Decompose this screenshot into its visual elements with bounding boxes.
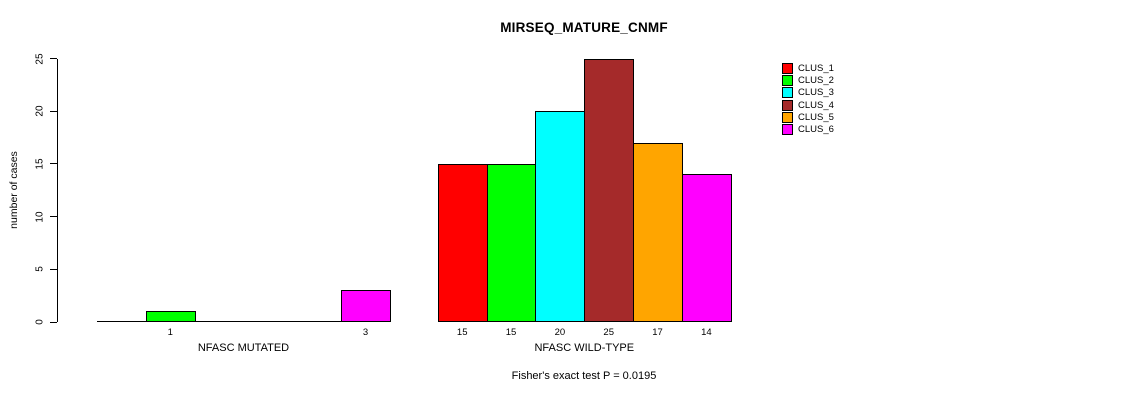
bar-clus_2	[486, 163, 537, 322]
y-axis-line	[57, 58, 58, 322]
y-axis-tick	[50, 268, 57, 270]
legend-swatch	[782, 124, 793, 136]
group-baseline	[97, 321, 390, 322]
bar-count-label: 25	[603, 326, 614, 338]
legend-item: CLUS_6	[782, 124, 834, 136]
legend: CLUS_1 CLUS_2 CLUS_3 CLUS_4 CLUS_5 CLUS_6	[782, 62, 834, 136]
bar-clus_2	[145, 311, 196, 322]
y-axis-tick	[50, 110, 57, 112]
bar-count-label: 15	[505, 326, 517, 338]
y-tick-label: 0	[34, 319, 46, 325]
legend-item: CLUS_2	[782, 74, 834, 87]
legend-label: CLUS_3	[798, 87, 834, 99]
legend-swatch	[782, 75, 793, 87]
stat-annotation: Fisher's exact test P = 0.0195	[511, 370, 657, 382]
bar-count-label: 14	[701, 326, 712, 338]
y-tick-label: 5	[34, 266, 46, 273]
legend-label: CLUS_5	[798, 112, 834, 124]
bar-count-label: 17	[652, 326, 663, 338]
y-axis-tick	[50, 216, 57, 218]
y-tick-label: 25	[34, 52, 46, 65]
group-label: NFASC WILD-TYPE	[534, 341, 635, 354]
y-axis-tick	[50, 321, 57, 323]
bar-clus_5	[633, 142, 683, 322]
legend-label: CLUS_1	[798, 62, 834, 74]
y-tick-label: 15	[34, 158, 46, 170]
bar-count-label: 3	[362, 326, 369, 338]
bar-count-label: 20	[554, 326, 566, 338]
bar-clus_1	[437, 163, 488, 322]
y-tick-label: 20	[34, 105, 46, 117]
bar-clus_6	[681, 174, 732, 322]
legend-item: CLUS_5	[782, 111, 834, 124]
chart-title: MIRSEQ_MATURE_CNMF	[500, 20, 668, 35]
legend-label: CLUS_4	[798, 99, 834, 111]
legend-swatch	[782, 87, 793, 99]
bar-clus_3	[535, 111, 586, 322]
group-label: NFASC MUTATED	[197, 341, 290, 354]
legend-swatch	[782, 62, 793, 74]
legend-item: CLUS_4	[782, 99, 834, 111]
legend-item: CLUS_3	[782, 87, 834, 99]
y-axis-tick	[50, 163, 57, 165]
legend-item: CLUS_1	[782, 62, 834, 74]
legend-swatch	[782, 99, 793, 111]
bar-clus_4	[584, 58, 635, 322]
y-tick-label: 10	[34, 211, 46, 223]
y-axis-title: number of cases	[8, 151, 20, 229]
bar-count-label: 1	[167, 326, 173, 338]
bar-clus_6	[341, 290, 391, 322]
legend-swatch	[782, 112, 793, 124]
legend-label: CLUS_6	[798, 124, 834, 136]
legend-label: CLUS_2	[798, 75, 834, 87]
bar-count-label: 15	[456, 326, 468, 338]
y-axis-tick	[50, 58, 57, 59]
